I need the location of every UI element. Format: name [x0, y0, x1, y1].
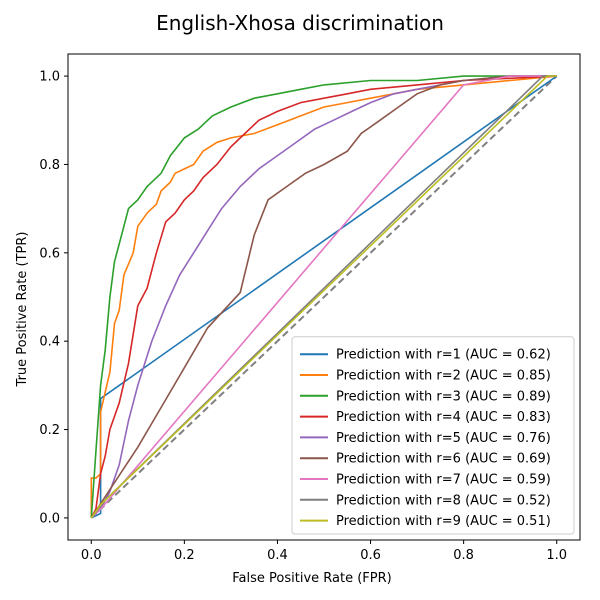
x-tick-label: 0.8 — [453, 548, 474, 563]
legend-entry-label: Prediction with r=8 (AUC = 0.52) — [336, 493, 551, 508]
y-tick-label: 0.4 — [39, 335, 60, 350]
y-tick-label: 1.0 — [39, 70, 60, 85]
x-axis-ticks: 0.0 0.2 0.4 0.6 0.8 1.0 — [81, 540, 567, 563]
axes-frame — [67, 53, 581, 541]
y-tick-label: 0.2 — [39, 423, 60, 438]
legend-entry-label: Prediction with r=9 (AUC = 0.51) — [336, 514, 551, 529]
series-line-2 — [90, 75, 557, 518]
legend-entry-label: Prediction with r=6 (AUC = 0.69) — [336, 452, 551, 467]
x-tick-label: 0.2 — [174, 548, 195, 563]
y-tick-label: 0.8 — [39, 158, 60, 173]
y-tick-label: 0.0 — [39, 511, 60, 526]
series-line-5 — [90, 75, 557, 519]
chance-diagonal-line — [90, 75, 558, 519]
series-line-4 — [90, 75, 557, 519]
legend-box — [291, 336, 575, 535]
x-tick-label: 1.0 — [546, 548, 567, 563]
x-tick-label: 0.6 — [360, 548, 381, 563]
y-axis-label: True Positive Rate (TPR) — [15, 232, 30, 388]
x-tick-label: 0.0 — [81, 548, 102, 563]
y-axis-ticks: 0.0 0.2 0.4 0.6 0.8 1.0 — [39, 70, 68, 526]
plot-area — [90, 75, 558, 519]
legend-entry-label: Prediction with r=5 (AUC = 0.76) — [336, 431, 551, 446]
series-line-9 — [90, 75, 557, 519]
chart-title: English-Xhosa discrimination — [156, 11, 444, 35]
legend-entry-label: Prediction with r=3 (AUC = 0.89) — [336, 389, 551, 404]
x-tick-label: 0.4 — [267, 548, 288, 563]
diagonal-layer — [90, 75, 558, 519]
legend-entry-label: Prediction with r=2 (AUC = 0.85) — [336, 369, 551, 384]
x-axis-label: False Positive Rate (FPR) — [232, 571, 391, 586]
legend-entry-label: Prediction with r=4 (AUC = 0.83) — [336, 410, 551, 425]
legend: Prediction with r=1 (AUC = 0.62) Predicti… — [291, 336, 575, 535]
series-layer — [90, 75, 558, 519]
series-line-7 — [90, 75, 557, 519]
series-line-6 — [90, 75, 557, 519]
legend-entry-label: Prediction with r=1 (AUC = 0.62) — [336, 348, 551, 363]
y-tick-label: 0.6 — [39, 246, 60, 261]
series-line-3 — [90, 75, 557, 518]
legend-entry-label: Prediction with r=7 (AUC = 0.59) — [336, 473, 551, 488]
